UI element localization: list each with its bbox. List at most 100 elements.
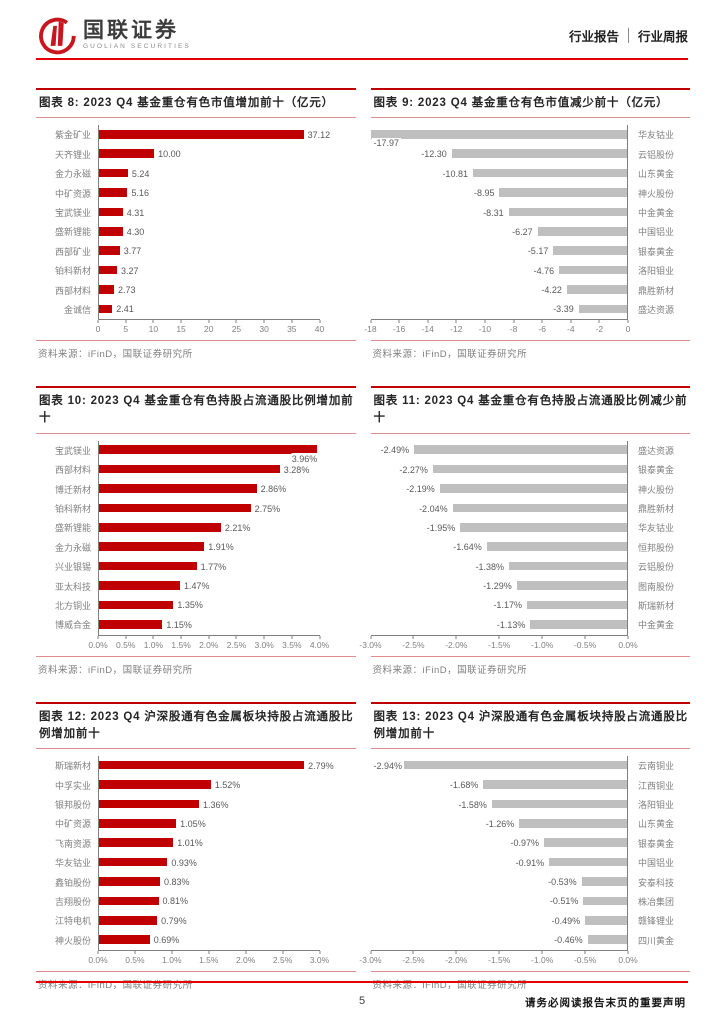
x-tick-mark	[627, 320, 629, 324]
value-label: 3.96%	[291, 453, 318, 465]
chart-row: -0.49% 赣锋锂业	[371, 911, 691, 931]
data-bar	[549, 857, 627, 867]
chart-row: 西部矿业 3.77	[36, 241, 356, 261]
x-axis: -3.0% -2.5% -2.0% -1.5% -1.0% -0.5% 0.0%	[359, 634, 638, 651]
chart-row: 金诚信 2.41	[36, 299, 356, 320]
chart-row: 中矿资源 5.16	[36, 183, 356, 203]
category-label: 江特电机	[54, 916, 91, 927]
x-tick-label: 10	[148, 324, 159, 335]
category-label: 云铝股份	[638, 149, 675, 160]
data-bar	[99, 130, 304, 139]
bar-track: -10.81	[371, 164, 628, 184]
x-tick-label: -0.5%	[573, 639, 597, 650]
bar-track: 0.69%	[98, 930, 320, 950]
x-tick-mark	[319, 635, 320, 639]
value-label: -4.22	[539, 280, 564, 300]
x-axis: -3.0% -2.5% -2.0% -1.5% -1.0% -0.5% 0.0%	[359, 949, 638, 966]
chart-title: 图表 13: 2023 Q4 沪深股通有色金属板块持股占流通股比例增加前十	[370, 701, 690, 750]
data-bar	[583, 896, 627, 906]
source-note: 资料来源：iFinD，国联证券研究所	[370, 655, 690, 676]
bar-track: -1.58%	[371, 794, 628, 815]
bar-track: -0.51%	[371, 891, 628, 912]
value-label: -6.27	[510, 222, 535, 242]
x-tick-mark	[627, 635, 629, 639]
x-tick-label: -1.5%	[488, 954, 511, 965]
report-type: 行业报告 行业周报	[569, 26, 688, 45]
x-tick-label: 1.0%	[162, 954, 182, 965]
value-label: 0.81%	[162, 896, 189, 907]
x-tick-label: -3.0%	[359, 954, 382, 965]
chart-row: -1.26% 山东黄金	[371, 814, 691, 834]
chart-10: 图表 10: 2023 Q4 基金重仓有色持股占流通股比例增加前十 宝武镁业 3.9…	[36, 386, 356, 676]
value-label: 0.93%	[171, 857, 197, 868]
value-label: 1.36%	[202, 799, 229, 810]
category-label: 中矿资源	[54, 188, 91, 199]
x-tick-mark	[97, 320, 99, 324]
category-label: 银泰黄金	[638, 465, 675, 476]
data-bar	[99, 915, 158, 925]
bar-track: -2.04%	[371, 498, 628, 519]
x-tick-mark	[235, 320, 237, 324]
category-label: 西部矿业	[54, 246, 91, 257]
x-tick-label: -8	[509, 324, 518, 335]
bar-track: -1.68%	[371, 775, 628, 795]
x-tick-label: -2	[595, 324, 604, 335]
x-tick-label: -1.5%	[488, 639, 511, 650]
axis-strip: -18 -16 -14 -12 -10 -8 -6 -4 -2 0	[364, 319, 691, 335]
chart-row: -4.22 鼎胜新材	[371, 280, 691, 300]
x-tick-label: 1.0%	[143, 639, 164, 650]
x-tick-label: -1.0%	[531, 954, 554, 965]
x-tick-mark	[152, 320, 154, 324]
bar-track: 4.31	[98, 202, 320, 223]
value-label: -0.51%	[547, 891, 581, 912]
x-tick-label: 1.5%	[199, 954, 219, 965]
category-label: 盛新锂能	[54, 227, 91, 238]
charts-grid: 图表 8: 2023 Q4 基金重仓有色市值增加前十（亿元） 紫金矿业 37.12 天…	[36, 88, 690, 991]
chart-row: -17.97 华友钴业	[370, 125, 691, 149]
data-bar	[544, 838, 627, 848]
x-tick-label: 0	[625, 324, 631, 335]
data-bar	[99, 581, 181, 590]
value-label: -17.97	[371, 137, 402, 149]
bar-track: 0.83%	[98, 872, 320, 892]
chart-row: 博威合金 1.15%	[36, 615, 356, 635]
data-bar	[452, 503, 627, 513]
x-tick-label: 30	[259, 324, 269, 335]
x-tick-mark	[291, 320, 293, 324]
category-label: 鑫铂股份	[54, 877, 91, 888]
category-label: 云铝股份	[638, 562, 675, 573]
x-tick-label: 3.0%	[254, 639, 274, 650]
bar-track: 3.28%	[98, 460, 320, 480]
chart-12: 图表 12: 2023 Q4 沪深股通有色金属板块持股占流通股比例增加前十 斯瑞新…	[36, 701, 356, 991]
value-label: 3.27	[121, 265, 139, 276]
bar-track: 3.96%	[98, 440, 320, 465]
data-bar	[516, 581, 627, 590]
data-bar	[375, 760, 627, 770]
source-note: 资料来源：iFinD，国联证券研究所	[36, 655, 356, 676]
value-label: -2.19%	[404, 479, 437, 499]
bar-track: 1.35%	[98, 595, 320, 616]
doc-type-label: 行业报告	[568, 29, 619, 44]
data-bar	[509, 561, 627, 571]
x-tick-mark	[370, 320, 371, 324]
x-tick-mark	[484, 320, 486, 324]
bar-track: 3.27	[98, 260, 320, 281]
chart-title: 图表 12: 2023 Q4 沪深股通有色金属板块持股占流通股比例增加前十	[36, 701, 356, 750]
chart-row: -10.81 山东黄金	[371, 164, 691, 184]
axis-spacer	[628, 319, 690, 335]
bar-track: 2.79%	[98, 756, 334, 776]
chart-row: -1.38% 云铝股份	[371, 557, 691, 577]
x-tick-mark	[370, 635, 371, 639]
bar-track: 1.05%	[98, 814, 320, 834]
chart-row: 北方铜业 1.35%	[36, 595, 356, 616]
x-tick-mark	[370, 950, 371, 954]
category-label: 宝武镁业	[54, 445, 91, 456]
value-label: 10.00	[158, 149, 181, 160]
x-tick-label: 20	[204, 324, 214, 335]
data-bar	[99, 780, 211, 789]
value-label: 3.28%	[283, 464, 310, 475]
x-axis: -18 -16 -14 -12 -10 -8 -6 -4 -2 0	[364, 319, 631, 335]
x-tick-label: 5	[123, 324, 129, 335]
chart-11: 图表 11: 2023 Q4 基金重仓有色持股占流通股比例减少前十 -2.49% 盛…	[359, 386, 691, 676]
